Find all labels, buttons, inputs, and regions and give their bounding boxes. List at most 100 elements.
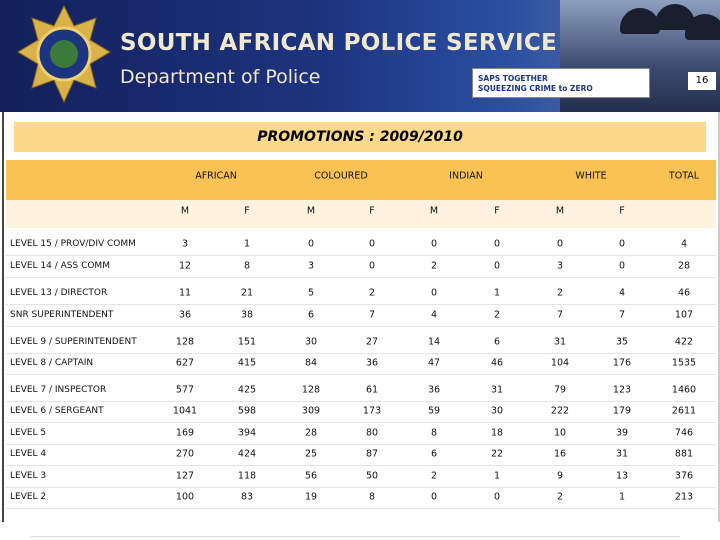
cell-value: 14: [427, 336, 441, 348]
cell-value: 9: [556, 470, 564, 482]
cell-value: 376: [674, 470, 694, 482]
cell-value: 0: [493, 491, 501, 503]
cell-value: 127: [175, 470, 195, 482]
cell-value: 28: [304, 427, 318, 439]
cell-value: 2: [430, 260, 438, 272]
sub-header: F: [619, 205, 625, 217]
slogan-line: SAPS TOGETHER: [478, 74, 548, 83]
cell-value: 35: [615, 336, 629, 348]
cell-value: 36: [178, 309, 192, 321]
cell-value: 881: [674, 448, 694, 460]
cell-value: 8: [243, 260, 251, 272]
cell-value: 22: [490, 448, 504, 460]
cell-value: 0: [368, 238, 376, 250]
cell-value: 50: [365, 470, 379, 482]
cell-value: 31: [615, 448, 629, 460]
cell-value: 80: [365, 427, 379, 439]
cell-value: 151: [237, 336, 257, 348]
cell-value: 4: [680, 238, 688, 250]
cell-value: 2: [556, 287, 564, 299]
cell-value: 3: [307, 260, 315, 272]
cell-value: 2: [368, 287, 376, 299]
cell-value: 31: [490, 384, 504, 396]
cell-value: 0: [493, 260, 501, 272]
cell-value: 425: [237, 384, 257, 396]
photo-cap: [685, 14, 720, 40]
cell-value: 746: [674, 427, 694, 439]
logo-center: [50, 40, 78, 68]
slogan-line: SQUEEZING CRIME to ZERO: [478, 84, 593, 93]
group-header: TOTAL: [668, 170, 700, 182]
row-divider: [6, 374, 716, 375]
cell-value: 173: [362, 405, 382, 417]
row-label: SNR SUPERINTENDENT: [10, 310, 114, 320]
cell-value: 28: [677, 260, 691, 272]
cell-value: 7: [368, 309, 376, 321]
group-header: COLOURED: [314, 170, 368, 182]
cell-value: 2611: [671, 405, 697, 417]
footer-line: [30, 536, 680, 537]
cell-value: 179: [612, 405, 632, 417]
cell-value: 0: [618, 238, 626, 250]
cell-value: 39: [615, 427, 629, 439]
row-divider: [6, 422, 716, 423]
cell-value: 3: [556, 260, 564, 272]
row-label: LEVEL 15 / PROV/DIV COMM: [10, 239, 136, 249]
cell-value: 627: [175, 357, 195, 369]
cell-value: 128: [175, 336, 195, 348]
group-header: AFRICAN: [195, 170, 237, 182]
cell-value: 6: [493, 336, 501, 348]
cell-value: 36: [365, 357, 379, 369]
cell-value: 2: [556, 491, 564, 503]
cell-value: 0: [430, 491, 438, 503]
cell-value: 2: [493, 309, 501, 321]
cell-value: 36: [427, 384, 441, 396]
cell-value: 0: [430, 238, 438, 250]
row-label: LEVEL 14 / ASS COMM: [10, 261, 110, 271]
cell-value: 21: [240, 287, 254, 299]
cell-value: 59: [427, 405, 441, 417]
sub-header: M: [555, 205, 565, 217]
cell-value: 8: [368, 491, 376, 503]
cell-value: 4: [430, 309, 438, 321]
header-subtitle: Department of Police: [120, 66, 321, 88]
cell-value: 19: [304, 491, 318, 503]
cell-value: 46: [677, 287, 691, 299]
header-photo: [560, 0, 720, 112]
table-title: PROMOTIONS : 2009/2010: [257, 129, 463, 145]
row-label: LEVEL 4: [10, 449, 47, 459]
row-divider: [6, 444, 716, 445]
cell-value: 0: [368, 260, 376, 272]
row-divider: [6, 487, 716, 488]
cell-value: 123: [612, 384, 632, 396]
sub-header: M: [180, 205, 190, 217]
cell-value: 1: [243, 238, 251, 250]
cell-value: 107: [674, 309, 694, 321]
row-label: LEVEL 6 / SERGEANT: [10, 406, 104, 416]
cell-value: 415: [237, 357, 257, 369]
row-divider: [6, 277, 716, 278]
cell-value: 100: [175, 491, 195, 503]
row-divider: [6, 353, 716, 354]
cell-value: 598: [237, 405, 257, 417]
cell-value: 128: [301, 384, 321, 396]
cell-value: 7: [618, 309, 626, 321]
cell-value: 83: [240, 491, 254, 503]
group-header: WHITE: [575, 170, 607, 182]
cell-value: 1: [493, 287, 501, 299]
cell-value: 0: [493, 238, 501, 250]
cell-value: 4: [618, 287, 626, 299]
row-label: LEVEL 5: [10, 428, 47, 438]
cell-value: 309: [301, 405, 321, 417]
sub-header: F: [369, 205, 375, 217]
row-label: LEVEL 13 / DIRECTOR: [10, 288, 108, 298]
title-bar: [14, 122, 706, 152]
cell-value: 31: [553, 336, 567, 348]
cell-value: 1535: [671, 357, 697, 369]
row-divider: [6, 401, 716, 402]
cell-value: 61: [365, 384, 379, 396]
row-divider: [6, 508, 716, 509]
header-title: SOUTH AFRICAN POLICE SERVICE: [120, 30, 558, 56]
photo-cap: [620, 8, 660, 34]
